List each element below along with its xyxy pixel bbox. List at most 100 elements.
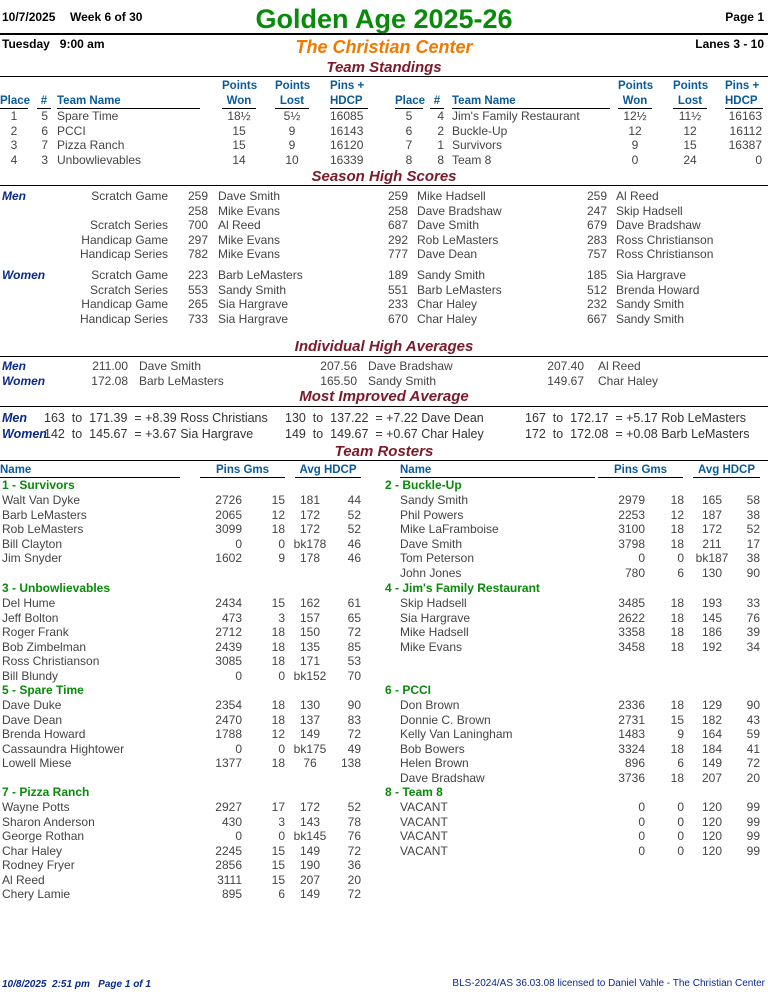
average-value: 207.56 xyxy=(320,359,357,373)
player-pins: 3100 xyxy=(618,522,645,536)
bowler-name: Mike Evans xyxy=(218,203,281,218)
category-label: Scratch Game xyxy=(91,268,168,282)
player-average: 143 xyxy=(299,814,321,829)
player-name: Skip Hadsell xyxy=(400,596,467,610)
player-handicap: 58 xyxy=(746,493,760,507)
player-average: 120 xyxy=(701,800,723,814)
team-group-header: 4 - Jim's Family Restaurant xyxy=(385,581,540,595)
player-pins: 473 xyxy=(221,610,242,625)
high-score-value: 223 xyxy=(188,268,209,282)
player-games: 0 xyxy=(677,814,684,829)
player-name: Mike Hadsell xyxy=(400,625,469,639)
standing-place: 5 xyxy=(405,109,413,123)
improvement-entry: 142 to 145.67 = +3.67 Sia Hargrave xyxy=(44,427,254,441)
team-group-header: 1 - Survivors xyxy=(2,478,75,492)
player-name: Walt Van Dyke xyxy=(2,493,81,507)
team-group-header: 7 - Pizza Ranch xyxy=(2,785,90,799)
player-games: 18 xyxy=(670,639,684,654)
bowler-name: Al Reed xyxy=(218,218,261,232)
player-games: 15 xyxy=(271,872,285,887)
header-points-lost-1: Points xyxy=(673,80,709,92)
player-games: 6 xyxy=(278,887,285,901)
player-games: 0 xyxy=(278,668,285,683)
standing-place: 4 xyxy=(10,152,18,167)
player-games: 3 xyxy=(278,610,285,625)
high-score-value: 292 xyxy=(388,232,409,247)
header-avg-hdcp: Avg HDCP xyxy=(693,464,760,478)
standing-team-name: Team 8 xyxy=(452,152,492,167)
player-name: Sia Hargrave xyxy=(400,610,471,625)
player-name: John Jones xyxy=(400,565,462,580)
standing-points-won: 12 xyxy=(628,123,642,138)
standing-pins-hdcp: 16387 xyxy=(728,138,762,152)
player-handicap: 33 xyxy=(746,596,760,610)
bowler-name: Barb LeMasters xyxy=(218,268,303,282)
bowler-name: Barb LeMasters xyxy=(417,282,502,297)
header-place: Place xyxy=(395,95,426,109)
standing-points-lost: 24 xyxy=(683,152,697,167)
player-handicap: 59 xyxy=(746,727,760,741)
player-name: Dave Bradshaw xyxy=(400,770,485,785)
player-handicap: 72 xyxy=(347,625,361,639)
player-name: Bill Blundy xyxy=(2,668,59,683)
player-handicap: 78 xyxy=(347,814,361,829)
player-average: 149 xyxy=(299,887,321,901)
header-team-name: Team Name xyxy=(57,95,200,109)
player-pins: 0 xyxy=(638,814,645,829)
player-games: 18 xyxy=(271,522,285,536)
player-handicap: 72 xyxy=(746,756,760,770)
standing-team-number: 5 xyxy=(41,109,48,123)
bowler-name: Sia Hargrave xyxy=(218,311,289,326)
high-score-value: 553 xyxy=(188,282,209,297)
bowler-name: Dave Smith xyxy=(218,189,281,203)
player-name: Dave Smith xyxy=(400,536,463,551)
average-value: 149.67 xyxy=(547,373,584,388)
player-handicap: 36 xyxy=(347,858,361,872)
header-pins-2: HDCP xyxy=(330,95,368,109)
player-handicap: 38 xyxy=(746,551,760,565)
standing-place: 7 xyxy=(405,138,413,152)
player-pins: 3099 xyxy=(215,522,242,536)
player-games: 0 xyxy=(278,741,285,756)
center-name: The Christian Center xyxy=(295,37,473,57)
high-score-value: 551 xyxy=(388,282,409,297)
divider xyxy=(0,356,768,357)
player-average: 137 xyxy=(299,712,321,727)
player-average: 172 xyxy=(299,507,321,522)
player-handicap: 49 xyxy=(347,741,361,756)
player-pins: 2470 xyxy=(215,712,242,727)
high-score-value: 670 xyxy=(388,311,409,326)
team-group-header: 5 - Spare Time xyxy=(2,683,84,697)
standing-points-won: 18½ xyxy=(227,109,251,123)
player-games: 18 xyxy=(271,756,285,770)
player-name: Kelly Van Laningham xyxy=(400,727,513,741)
league-title: Golden Age 2025-26 xyxy=(255,4,513,34)
player-average: 149 xyxy=(299,727,321,741)
print-timestamp: 10/8/2025 2:51 pm Page 1 of 1 xyxy=(2,979,151,990)
player-name: Mike Evans xyxy=(400,639,463,654)
standing-team-number: 1 xyxy=(437,138,444,152)
player-handicap: 46 xyxy=(347,551,361,565)
player-average: 120 xyxy=(701,814,723,829)
player-pins: 0 xyxy=(235,741,242,756)
standing-team-name: Pizza Ranch xyxy=(57,138,125,152)
player-name: Mike LaFramboise xyxy=(400,522,499,536)
player-pins: 0 xyxy=(638,800,645,814)
player-average: 157 xyxy=(299,610,321,625)
player-average: 120 xyxy=(701,829,723,843)
player-name: George Rothan xyxy=(2,829,85,843)
standing-pins-hdcp: 16085 xyxy=(330,109,364,123)
high-score-value: 259 xyxy=(188,189,209,203)
player-games: 18 xyxy=(271,654,285,668)
high-score-value: 667 xyxy=(587,311,608,326)
high-score-value: 700 xyxy=(188,218,209,232)
player-pins: 3736 xyxy=(618,770,645,785)
player-games: 6 xyxy=(677,565,684,580)
category-label: Scratch Series xyxy=(89,282,168,297)
header-points-won-2: Won xyxy=(222,95,256,109)
bowler-name: Char Haley xyxy=(417,311,478,326)
player-name: Dave Dean xyxy=(2,712,63,727)
team-group-header: 8 - Team 8 xyxy=(385,785,443,799)
player-pins: 780 xyxy=(624,565,645,580)
header-name: Name xyxy=(0,464,180,478)
